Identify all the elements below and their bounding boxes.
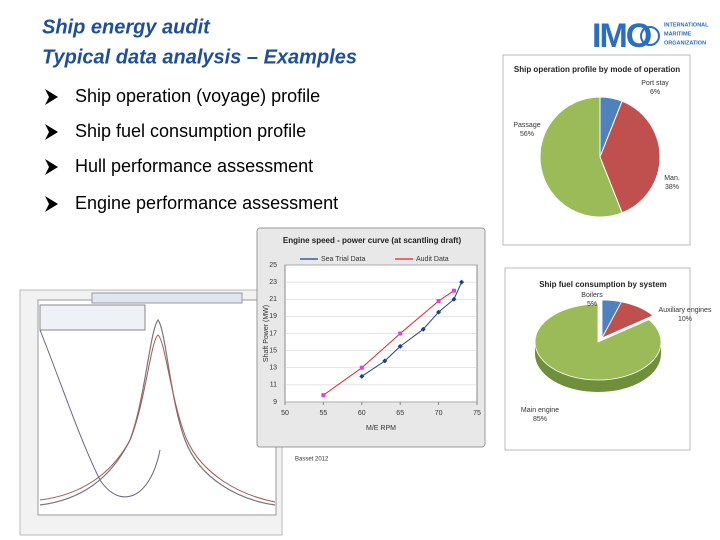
x-tick-label: 60 — [358, 410, 366, 417]
pie-slice — [539, 96, 623, 218]
slice-label: Main engine — [521, 407, 559, 414]
bullet-arrow — [45, 89, 58, 105]
bullet-list: Ship operation (voyage) profile Ship fue… — [45, 86, 338, 213]
marker — [451, 288, 456, 293]
logo-text: MARITIME — [664, 31, 692, 37]
slice-value-label: 6% — [650, 89, 660, 96]
chart-title: Engine speed - power curve (at scantling… — [283, 236, 462, 245]
marker — [436, 309, 442, 315]
screenshot-plot — [37, 299, 277, 516]
logo: IMO INTERNATIONAL MARITIME ORGANIZATION — [592, 17, 709, 55]
marker — [451, 296, 457, 302]
slice-label: Auxiliary engines — [659, 307, 712, 314]
marker — [436, 298, 441, 303]
y-tick-label: 21 — [269, 296, 277, 303]
y-tick-label: 17 — [269, 330, 277, 337]
x-tick-label: 50 — [281, 410, 289, 417]
y-axis-label: Shaft Power (MW) — [263, 305, 270, 362]
pressure-screenshot — [19, 289, 283, 536]
y-tick-label: 25 — [269, 262, 277, 269]
legend-label: Sea Trial Data — [321, 256, 365, 263]
title-line: Typical data analysis – Examples — [42, 46, 357, 68]
bullet-arrow — [45, 196, 58, 212]
legend-label: Audit Data — [416, 256, 449, 263]
marker — [397, 343, 403, 349]
pie-slice — [534, 303, 662, 381]
bullet: Ship fuel consumption profile — [75, 121, 306, 141]
screenshot-bar — [91, 292, 243, 304]
y-tick-label: 9 — [273, 399, 277, 406]
bullet: Engine performance assessment — [75, 193, 338, 213]
slice-label: Boilers — [581, 292, 603, 299]
logo-text: ORGANIZATION — [664, 40, 706, 46]
trace — [39, 319, 276, 506]
marker — [321, 393, 326, 398]
pie-slice — [601, 301, 654, 339]
logo-text: INTERNATIONAL — [664, 22, 709, 28]
bullet-arrow — [45, 159, 58, 175]
logo-mark: IMO — [592, 17, 652, 55]
bullet: Hull performance assessment — [75, 156, 313, 176]
marker — [398, 331, 403, 336]
slice-label: Man. — [664, 175, 680, 182]
caption: Basset 2012 — [295, 457, 329, 463]
x-tick-label: 70 — [435, 410, 443, 417]
slice-value-label: 56% — [520, 131, 534, 138]
slice-label: Passage — [513, 122, 540, 129]
pie-slice — [599, 100, 661, 214]
bullet: Ship operation (voyage) profile — [75, 86, 320, 106]
slice-value-label: 85% — [533, 416, 547, 423]
y-tick-label: 13 — [269, 365, 277, 372]
slice-value-label: 38% — [665, 184, 679, 191]
x-axis-label: M/E RPM — [366, 425, 396, 432]
y-tick-label: 19 — [269, 313, 277, 320]
slice-value-label: 5% — [587, 301, 597, 308]
title-line: Ship energy audit — [42, 16, 211, 38]
y-tick-label: 11 — [270, 382, 277, 389]
y-tick-label: 23 — [269, 279, 277, 286]
x-tick-label: 75 — [473, 410, 481, 417]
slice-value-label: 10% — [678, 316, 692, 323]
x-tick-label: 55 — [320, 410, 328, 417]
marker — [359, 373, 365, 379]
chart-title: Ship operation profile by mode of operat… — [514, 65, 680, 74]
marker — [420, 326, 426, 332]
bullet-arrow — [45, 124, 58, 140]
trace — [39, 329, 161, 498]
marker — [459, 279, 465, 285]
chart-title: Ship fuel consumption by system — [539, 280, 667, 289]
screenshot-panel — [39, 304, 146, 331]
logo-emblem — [640, 26, 660, 46]
trace — [39, 334, 276, 503]
marker — [382, 358, 388, 364]
y-tick-label: 15 — [269, 347, 277, 354]
marker — [359, 365, 364, 370]
slice-label: Port stay — [641, 80, 669, 87]
x-tick-label: 65 — [396, 410, 404, 417]
